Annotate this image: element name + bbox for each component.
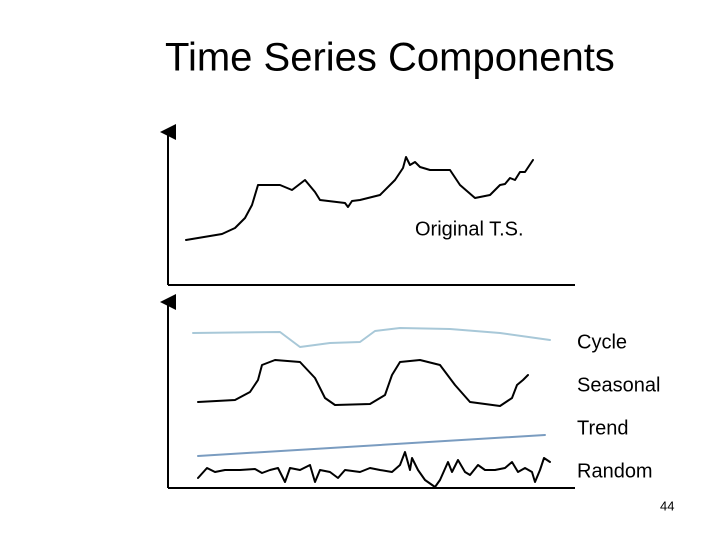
- cycle-label: Cycle: [577, 331, 627, 353]
- trend-curve: [197, 434, 546, 457]
- title: Time Series Components: [165, 36, 615, 80]
- seasonal-label: Seasonal: [577, 374, 660, 396]
- page-number: 44: [660, 498, 674, 513]
- original-curve: [185, 156, 534, 241]
- random-label: Random: [577, 460, 653, 482]
- cycle-curve: [192, 327, 551, 348]
- trend-label: Trend: [577, 417, 629, 439]
- original-label: Original T.S.: [415, 218, 524, 240]
- seasonal-curve: [197, 359, 529, 407]
- random-curve: [197, 451, 551, 488]
